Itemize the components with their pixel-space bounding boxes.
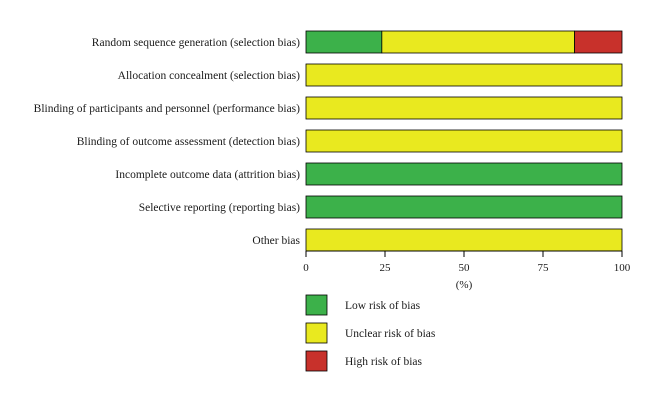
x-axis: (%) 0 25 50 75 100	[303, 250, 631, 291]
category-labels: Random sequence generation (selection bi…	[34, 37, 301, 247]
legend-swatch	[305, 294, 328, 316]
legend-label: Low risk of bias	[345, 300, 421, 312]
category-label: Selective reporting (reporting bias)	[139, 202, 300, 214]
category-label: Blinding of outcome assessment (detectio…	[77, 136, 300, 148]
bar-segment-unclear-risk-of-bias	[305, 129, 623, 153]
category-label: Blinding of participants and personnel (…	[34, 103, 301, 115]
category-label: Other bias	[252, 235, 300, 247]
bar-segment-high-risk-of-bias	[574, 30, 623, 54]
x-tick-label: 0	[303, 262, 309, 274]
x-tick-label: 75	[538, 262, 550, 274]
category-label: Random sequence generation (selection bi…	[92, 37, 300, 49]
legend-swatch	[305, 350, 328, 372]
category-label: Incomplete outcome data (attrition bias)	[115, 169, 300, 181]
bar-segment-low-risk-of-bias	[305, 195, 623, 219]
x-tick-label: 100	[614, 262, 631, 274]
legend-label: High risk of bias	[345, 356, 423, 368]
bar-segment-unclear-risk-of-bias	[305, 228, 623, 252]
bar-segment-unclear-risk-of-bias	[305, 96, 623, 120]
bar-segment-unclear-risk-of-bias	[381, 30, 575, 54]
x-axis-title: (%)	[456, 279, 473, 291]
x-tick-label: 25	[380, 262, 392, 274]
bars-layer	[305, 30, 623, 252]
legend: Low risk of bias Unclear risk of bias High…	[305, 294, 436, 372]
category-label: Allocation concealment (selection bias)	[118, 70, 301, 82]
bar-segment-low-risk-of-bias	[305, 30, 383, 54]
bar-segment-unclear-risk-of-bias	[305, 63, 623, 87]
bar-segment-low-risk-of-bias	[305, 162, 623, 186]
legend-swatch	[305, 322, 328, 344]
legend-label: Unclear risk of bias	[345, 328, 436, 340]
x-tick-label: 50	[459, 262, 471, 274]
